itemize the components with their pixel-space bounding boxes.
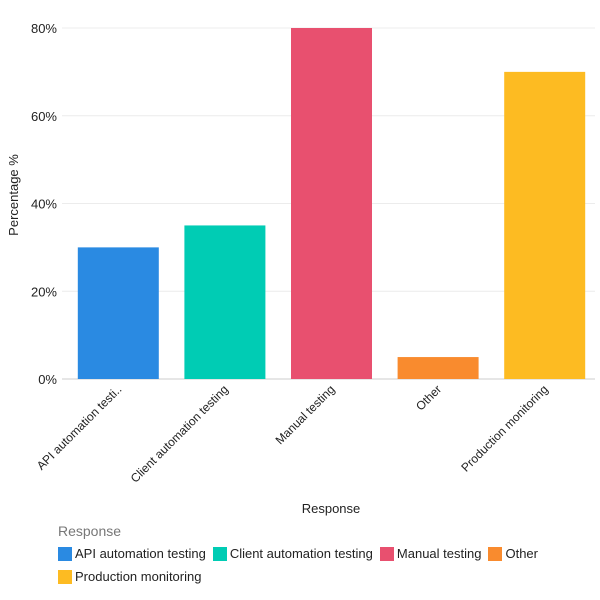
legend-swatch: [58, 569, 72, 584]
legend-swatch: [212, 546, 227, 561]
legend-label: Other: [505, 546, 538, 561]
bar[interactable]: [291, 28, 372, 379]
legend-items: API automation testing Client automation …: [58, 545, 578, 585]
bar[interactable]: [77, 247, 159, 379]
legend-label: API automation testing: [75, 546, 206, 561]
y-tick-label: 20%: [31, 284, 57, 299]
legend-swatch: [58, 546, 72, 561]
legend: Response API automation testing Client au…: [58, 523, 578, 585]
legend-swatch: [379, 546, 394, 561]
x-tick-label: Production monitoring: [458, 382, 550, 474]
legend-title: Response: [58, 523, 122, 539]
y-tick-label: 80%: [31, 21, 57, 36]
legend-item[interactable]: Manual testing: [379, 545, 482, 562]
x-tick-label: Other: [413, 382, 444, 413]
bar[interactable]: [397, 357, 479, 379]
legend-label: Client automation testing: [229, 546, 373, 561]
legend-item[interactable]: Other: [488, 545, 538, 562]
legend-label: Production monitoring: [75, 569, 202, 584]
legend-item[interactable]: Client automation testing: [212, 545, 373, 562]
y-tick-label: 60%: [31, 109, 57, 124]
y-axis-title: Percentage %: [6, 154, 21, 236]
legend-item[interactable]: API automation testing: [58, 545, 206, 562]
x-tick-label: API automation testi..: [34, 382, 125, 473]
bar[interactable]: [504, 71, 586, 379]
legend-label: Manual testing: [396, 546, 482, 561]
x-axis-title: Response: [302, 501, 361, 516]
legend-item[interactable]: Production monitoring: [58, 568, 201, 585]
y-tick-label: 40%: [31, 197, 57, 212]
y-tick-label: 0%: [38, 372, 57, 387]
legend-swatch: [488, 546, 503, 561]
x-tick-label: Manual testing: [273, 382, 338, 447]
x-tick-label: Client automation testing: [128, 382, 231, 485]
bar[interactable]: [184, 225, 266, 379]
